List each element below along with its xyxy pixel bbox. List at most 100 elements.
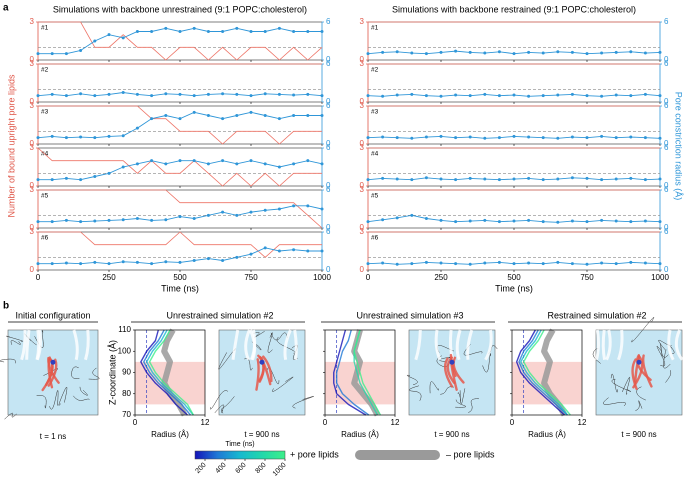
data-point xyxy=(366,262,370,266)
data-point xyxy=(527,176,531,180)
data-point xyxy=(424,217,428,220)
data-point xyxy=(381,50,385,54)
data-point xyxy=(235,162,239,166)
x-tick-label: 12 xyxy=(201,418,210,427)
y-tick-label: 0 xyxy=(360,265,365,274)
x-tick-label: 12 xyxy=(578,418,587,427)
data-point xyxy=(395,262,399,266)
data-point xyxy=(600,178,604,182)
lipid-outline xyxy=(266,367,280,385)
lipid-outline xyxy=(463,344,483,356)
data-point xyxy=(381,218,385,222)
data-point xyxy=(292,114,296,117)
data-point xyxy=(121,165,125,169)
data-point xyxy=(439,177,443,181)
y2-axis-label: Pore constriction radius (Å) xyxy=(674,92,684,201)
data-point xyxy=(439,94,443,98)
data-point xyxy=(468,176,472,180)
pore-center xyxy=(50,359,56,365)
lipid-outline xyxy=(88,367,100,380)
lipid-outline xyxy=(214,404,225,414)
panel-letter: b xyxy=(3,301,9,312)
data-point xyxy=(164,260,168,264)
lipid-outline xyxy=(457,391,461,402)
data-point xyxy=(135,162,139,166)
lipid-outline xyxy=(611,378,632,392)
y-tick-label: 3 xyxy=(30,17,35,26)
data-point xyxy=(658,136,662,140)
panel-title: Restrained simulation #2 xyxy=(547,310,646,320)
data-point xyxy=(206,30,210,33)
data-point xyxy=(135,260,139,264)
data-point xyxy=(107,33,111,37)
data-point xyxy=(263,246,267,250)
y2-tick-label: 0 xyxy=(326,223,331,232)
column-title: Simulations with backbone restrained (9:… xyxy=(392,4,636,14)
lipid-outline xyxy=(406,374,418,386)
data-point xyxy=(556,93,560,97)
y-tick-label: 0 xyxy=(360,139,365,148)
data-point xyxy=(629,220,633,224)
snapshot xyxy=(0,329,100,420)
data-point xyxy=(249,110,253,114)
caption: t = 900 ns xyxy=(244,430,279,439)
data-point xyxy=(221,30,225,33)
y2-tick-label: 6 xyxy=(664,59,669,68)
snapshot xyxy=(592,316,684,416)
data-point xyxy=(410,262,414,266)
lipid-outline xyxy=(270,332,288,341)
white-region xyxy=(231,329,240,360)
y-tick-label: 0 xyxy=(30,139,35,148)
y-tick-label: 3 xyxy=(360,101,365,110)
data-point xyxy=(483,218,487,222)
pore-center xyxy=(259,359,265,365)
data-point xyxy=(556,177,560,181)
data-point xyxy=(192,217,196,220)
data-point xyxy=(320,114,324,117)
data-point xyxy=(410,178,414,182)
panel-title: Unrestrained simulation #2 xyxy=(166,310,273,320)
data-point xyxy=(439,134,443,138)
data-point xyxy=(121,36,125,40)
data-point xyxy=(497,136,501,140)
y-tick-label: 3 xyxy=(360,227,365,236)
data-point xyxy=(50,178,54,182)
data-line xyxy=(38,21,323,61)
data-point xyxy=(306,159,310,163)
data-point xyxy=(36,262,40,266)
white-region xyxy=(20,329,27,361)
data-point xyxy=(292,248,296,252)
lipid-outline xyxy=(603,397,626,407)
data-point xyxy=(424,94,428,98)
data-point xyxy=(658,94,662,98)
data-point xyxy=(395,216,399,220)
data-point xyxy=(424,135,428,139)
data-point xyxy=(366,178,370,182)
colorbar xyxy=(194,450,286,460)
pore-lipid xyxy=(634,355,641,383)
x-tick-label: 0 xyxy=(133,418,138,427)
legend-swatch xyxy=(355,450,440,460)
data-point xyxy=(483,177,487,181)
y2-tick-label: 0 xyxy=(326,55,331,64)
pore-lipid xyxy=(41,357,54,392)
y-tick-label: 0 xyxy=(360,55,365,64)
lipid-outline xyxy=(6,335,24,342)
lipid-outline xyxy=(10,340,21,345)
data-point xyxy=(585,136,589,140)
data-point xyxy=(150,30,154,33)
profile-line xyxy=(522,329,571,416)
data-point xyxy=(79,178,83,182)
data-point xyxy=(135,217,139,220)
data-point xyxy=(527,94,531,98)
panel-label: #1 xyxy=(41,25,49,32)
white-region xyxy=(617,329,624,361)
data-point xyxy=(221,210,225,214)
data-point xyxy=(468,50,472,54)
data-point xyxy=(235,92,239,96)
data-point xyxy=(570,135,574,139)
data-point xyxy=(107,218,111,222)
data-point xyxy=(643,219,647,223)
data-point xyxy=(614,136,618,140)
